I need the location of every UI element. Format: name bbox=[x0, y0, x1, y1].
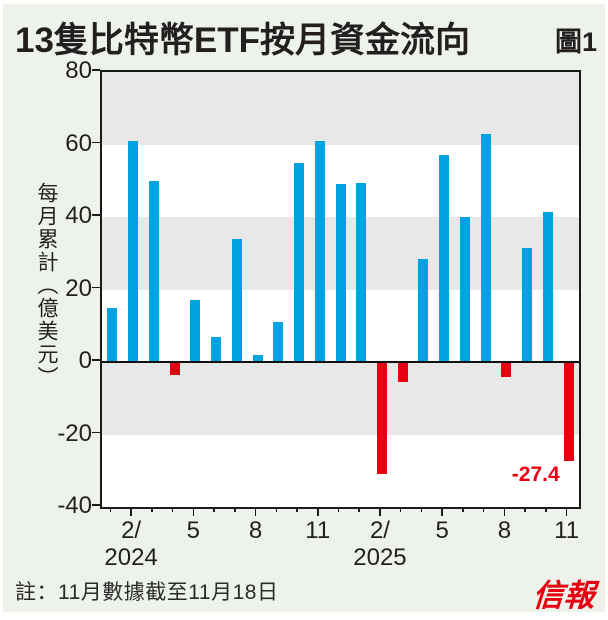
y-tick-mark bbox=[92, 69, 100, 71]
figure-number-label: 圖1 bbox=[554, 27, 597, 57]
y-tick-label-0: 0 bbox=[78, 347, 92, 374]
x-year-label-2024: 2024 bbox=[104, 544, 158, 571]
x-tick-label-2025-11: 11 bbox=[554, 517, 580, 544]
x-tick-label-2024-08: 8 bbox=[248, 517, 263, 544]
y-tick-mark bbox=[92, 504, 100, 506]
x-major-tick bbox=[130, 507, 132, 516]
x-tick-label-2025-02: 2/ bbox=[369, 517, 390, 544]
x-minor-tick bbox=[399, 507, 402, 512]
x-major-tick bbox=[254, 507, 257, 516]
x-minor-tick bbox=[358, 507, 360, 512]
bar-2025-07 bbox=[480, 133, 491, 362]
bar-2024-05 bbox=[190, 300, 201, 362]
y-tick-label--40: -40 bbox=[57, 492, 92, 519]
x-tick-label-2025-08: 8 bbox=[497, 517, 512, 544]
bar-2024-06 bbox=[211, 336, 222, 362]
y-tick-mark bbox=[92, 359, 100, 361]
chart-area: 每月累計（億美元） -27.4 80 60 40 20 0 -20 -40 2/5 8 11 2/5… bbox=[3, 4, 605, 612]
bar-2024-09 bbox=[273, 322, 284, 362]
bar-2025-09 bbox=[522, 247, 533, 362]
y-tick-label-80: 80 bbox=[65, 57, 92, 84]
shaded-band bbox=[102, 362, 579, 435]
x-minor-tick bbox=[337, 507, 340, 512]
y-tick-mark bbox=[92, 286, 100, 289]
shaded-band bbox=[102, 72, 579, 145]
x-tick-label-2024-02: 2/ bbox=[121, 517, 142, 544]
y-tick-mark bbox=[92, 431, 100, 434]
x-major-tick bbox=[503, 507, 506, 516]
x-major-tick bbox=[317, 507, 319, 516]
x-tick-label-2024-11: 11 bbox=[305, 517, 331, 544]
chart-title: 13隻比特幣ETF按月資金流向 bbox=[15, 21, 471, 60]
bar-2024-04 bbox=[169, 362, 180, 375]
x-tick-label-2025-05: 5 bbox=[435, 517, 449, 544]
plot-area: -27.4 bbox=[100, 70, 581, 509]
bar-2025-06 bbox=[459, 217, 470, 362]
x-major-tick bbox=[441, 507, 443, 516]
x-minor-tick bbox=[151, 507, 153, 512]
bar-2025-05 bbox=[439, 155, 450, 362]
publisher-logo: 信報 bbox=[531, 578, 597, 612]
chart-page: 13隻比特幣ETF按月資金流向 圖1 每月累計（億美元） -27.4 80 60 4… bbox=[3, 4, 605, 612]
x-minor-tick bbox=[482, 507, 485, 512]
x-major-tick bbox=[379, 507, 381, 516]
x-tick-label-2024-05: 5 bbox=[186, 517, 200, 544]
y-tick-label-20: 20 bbox=[65, 274, 92, 302]
x-minor-tick bbox=[213, 507, 215, 512]
bar-2025-01 bbox=[356, 182, 367, 362]
x-major-tick bbox=[565, 507, 568, 516]
bar-2024-07 bbox=[231, 238, 242, 362]
bar-2025-04 bbox=[418, 258, 429, 362]
x-year-label-2025: 2025 bbox=[353, 544, 407, 571]
x-minor-tick bbox=[171, 507, 174, 512]
value-annotation: -27.4 bbox=[511, 463, 560, 487]
bar-2025-03 bbox=[397, 362, 408, 382]
zero-axis-line bbox=[102, 360, 579, 364]
x-minor-tick bbox=[524, 507, 526, 512]
bar-2024-11 bbox=[314, 140, 325, 362]
y-tick-mark bbox=[92, 214, 100, 216]
y-axis-title: 每月累計（億美元） bbox=[35, 182, 58, 389]
x-minor-tick bbox=[109, 507, 112, 512]
bar-2025-10 bbox=[542, 211, 553, 362]
x-minor-tick bbox=[234, 507, 236, 512]
y-tick-label-40: 40 bbox=[65, 202, 92, 229]
x-minor-tick bbox=[420, 507, 423, 512]
x-major-tick bbox=[192, 507, 195, 516]
bar-2024-01 bbox=[107, 307, 118, 362]
bar-2025-02 bbox=[376, 362, 387, 475]
bar-2024-10 bbox=[294, 162, 305, 362]
x-minor-tick bbox=[545, 507, 547, 512]
title-row: 13隻比特幣ETF按月資金流向 圖1 bbox=[13, 10, 599, 62]
bar-2024-02 bbox=[128, 140, 139, 362]
footnote: 註：11月數據截至11月18日 bbox=[15, 581, 279, 604]
bar-2024-12 bbox=[335, 184, 346, 362]
x-minor-tick bbox=[275, 507, 278, 512]
bar-2024-08 bbox=[252, 354, 263, 362]
bar-2025-08 bbox=[501, 362, 512, 377]
y-tick-label-60: 60 bbox=[65, 129, 92, 157]
bar-2025-11 bbox=[563, 362, 574, 462]
y-tick-label--20: -20 bbox=[57, 419, 92, 447]
y-tick-mark bbox=[92, 141, 100, 144]
x-minor-tick bbox=[296, 507, 298, 512]
x-minor-tick bbox=[462, 507, 464, 512]
bar-2024-03 bbox=[148, 180, 159, 362]
